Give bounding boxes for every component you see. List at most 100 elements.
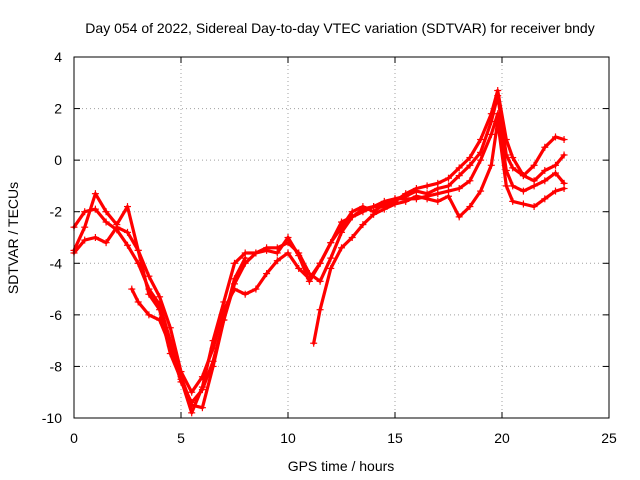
data-point [412, 185, 420, 193]
data-point [305, 275, 313, 283]
data-point [494, 117, 502, 125]
data-point [316, 306, 324, 314]
data-point [541, 195, 549, 203]
data-point [273, 257, 281, 265]
data-point [124, 241, 131, 249]
data-point [316, 277, 324, 285]
series-day-2 [70, 87, 568, 412]
data-point [102, 218, 110, 226]
data-point [166, 324, 174, 332]
data-point [102, 239, 110, 247]
y-tick-label: 4 [54, 49, 62, 65]
data-point [455, 213, 463, 221]
data-point [509, 182, 517, 190]
data-point [434, 190, 442, 198]
data-point [519, 200, 527, 208]
data-point [231, 275, 238, 283]
data-point [166, 342, 174, 350]
data-point [198, 386, 206, 394]
data-point [348, 213, 356, 221]
data-point [477, 136, 485, 144]
data-point [434, 197, 442, 205]
data-point [494, 110, 502, 118]
data-point [359, 221, 367, 229]
data-point [188, 409, 196, 417]
data-point [113, 223, 121, 231]
data-point [466, 177, 474, 185]
x-tick-label: 25 [601, 430, 617, 446]
data-point [530, 203, 538, 211]
y-tick-label: -4 [50, 255, 63, 271]
series-line [72, 112, 566, 394]
data-point [560, 151, 568, 159]
data-point [252, 249, 260, 257]
data-point [134, 259, 142, 267]
data-point [466, 203, 474, 211]
series-day-4 [128, 117, 568, 407]
data-point [338, 218, 345, 226]
x-axis-label: GPS time / hours [288, 458, 395, 474]
data-point [445, 192, 452, 200]
series-day-1 [70, 92, 568, 417]
data-point [412, 192, 420, 200]
data-point [177, 378, 185, 386]
data-point [541, 166, 549, 174]
series-line [130, 256, 247, 405]
data-point [455, 185, 463, 193]
data-point [530, 182, 538, 190]
data-point [370, 210, 378, 218]
data-point [91, 205, 99, 213]
data-point [124, 203, 131, 211]
data-point [231, 259, 238, 267]
data-point [241, 290, 249, 298]
data-point [560, 185, 568, 193]
data-point [530, 161, 538, 169]
data-point [338, 244, 345, 252]
y-axis-label: SDTVAR / TECUs [5, 182, 21, 294]
data-point [552, 169, 559, 177]
data-point [502, 136, 510, 144]
data-point [198, 373, 206, 381]
data-point [316, 259, 324, 267]
data-point [552, 161, 559, 169]
data-point [455, 164, 463, 172]
data-point [455, 172, 463, 180]
data-point [156, 316, 164, 324]
data-point [509, 154, 517, 162]
data-point [241, 254, 249, 262]
data-point [466, 154, 474, 162]
data-point [541, 143, 549, 151]
data-point [284, 249, 292, 257]
series-line [72, 94, 566, 415]
data-point [327, 239, 335, 247]
chart-title: Day 054 of 2022, Sidereal Day-to-day VTE… [85, 20, 594, 36]
data-point [188, 399, 196, 407]
data-point [445, 174, 452, 182]
data-point [145, 272, 153, 280]
data-point [145, 285, 153, 293]
data-point [198, 404, 206, 412]
data-point [434, 179, 442, 187]
data-point [487, 130, 495, 138]
data-point [81, 236, 89, 244]
data-point [519, 187, 527, 195]
x-tick-label: 10 [280, 430, 296, 446]
y-tick-label: -2 [50, 204, 63, 220]
x-tick-label: 5 [177, 430, 185, 446]
data-point [423, 195, 431, 203]
data-point [252, 285, 260, 293]
series-day-3 [70, 110, 568, 396]
data-point [348, 234, 356, 241]
data-point [487, 161, 495, 169]
data-point [273, 244, 281, 252]
series-line [72, 88, 566, 410]
data-point [494, 87, 502, 95]
data-point [509, 197, 517, 205]
x-tick-label: 0 [70, 430, 78, 446]
grid-lines [74, 57, 609, 418]
data-point [359, 208, 367, 216]
data-point [402, 197, 410, 205]
data-point [310, 339, 318, 347]
data-point [380, 197, 388, 205]
